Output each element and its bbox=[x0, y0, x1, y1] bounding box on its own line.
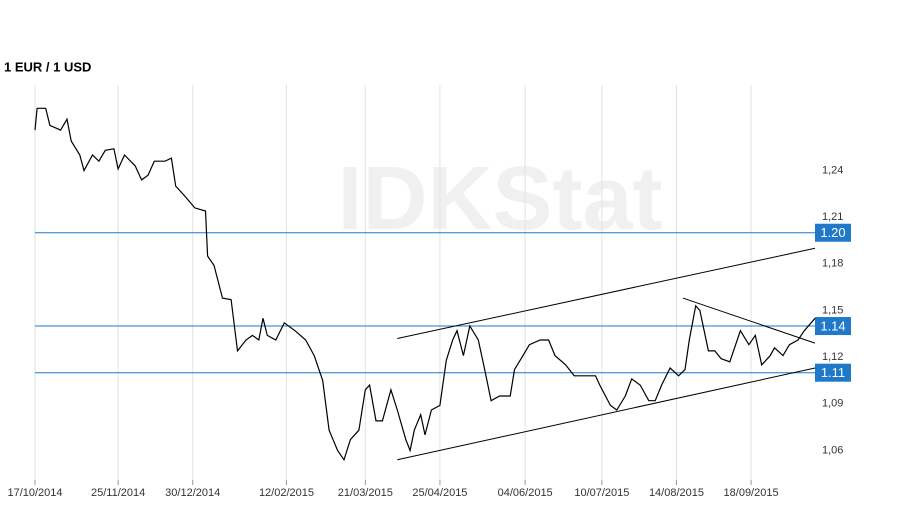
x-tick-label: 04/06/2015 bbox=[498, 487, 553, 499]
y-tick-label: 1,12 bbox=[822, 351, 843, 363]
chart-title: 1 EUR / 1 USD bbox=[4, 59, 91, 74]
x-tick-label: 18/09/2015 bbox=[724, 487, 779, 499]
x-tick-label: 30/12/2014 bbox=[165, 487, 220, 499]
trend-line bbox=[397, 247, 816, 339]
x-tick-label: 10/07/2015 bbox=[574, 487, 629, 499]
level-badge bbox=[815, 317, 851, 336]
x-tick-label: 25/04/2015 bbox=[412, 487, 467, 499]
level-label: 1.11 bbox=[821, 365, 845, 380]
y-tick-label: 1,09 bbox=[822, 398, 843, 410]
trend-line bbox=[682, 297, 816, 344]
watermark: IDKStat bbox=[337, 149, 662, 249]
x-tick-label: 21/03/2015 bbox=[338, 487, 393, 499]
x-tick-label: 14/08/2015 bbox=[649, 487, 704, 499]
x-tick-label: 12/02/2015 bbox=[259, 487, 314, 499]
y-tick-label: 1,06 bbox=[822, 444, 843, 456]
y-tick-label: 1,24 bbox=[822, 164, 843, 176]
y-tick-label: 1,18 bbox=[822, 258, 843, 270]
trend-line bbox=[397, 367, 816, 461]
y-tick-label: 1,21 bbox=[822, 211, 843, 223]
level-label: 1.20 bbox=[820, 225, 845, 240]
x-tick-label: 17/10/2014 bbox=[7, 487, 62, 499]
x-tick-label: 25/11/2014 bbox=[91, 487, 145, 499]
level-badge bbox=[815, 223, 851, 242]
y-tick-label: 1,15 bbox=[822, 304, 843, 316]
series-line bbox=[34, 107, 816, 462]
level-badge bbox=[815, 363, 851, 382]
level-label: 1.14 bbox=[820, 318, 845, 333]
